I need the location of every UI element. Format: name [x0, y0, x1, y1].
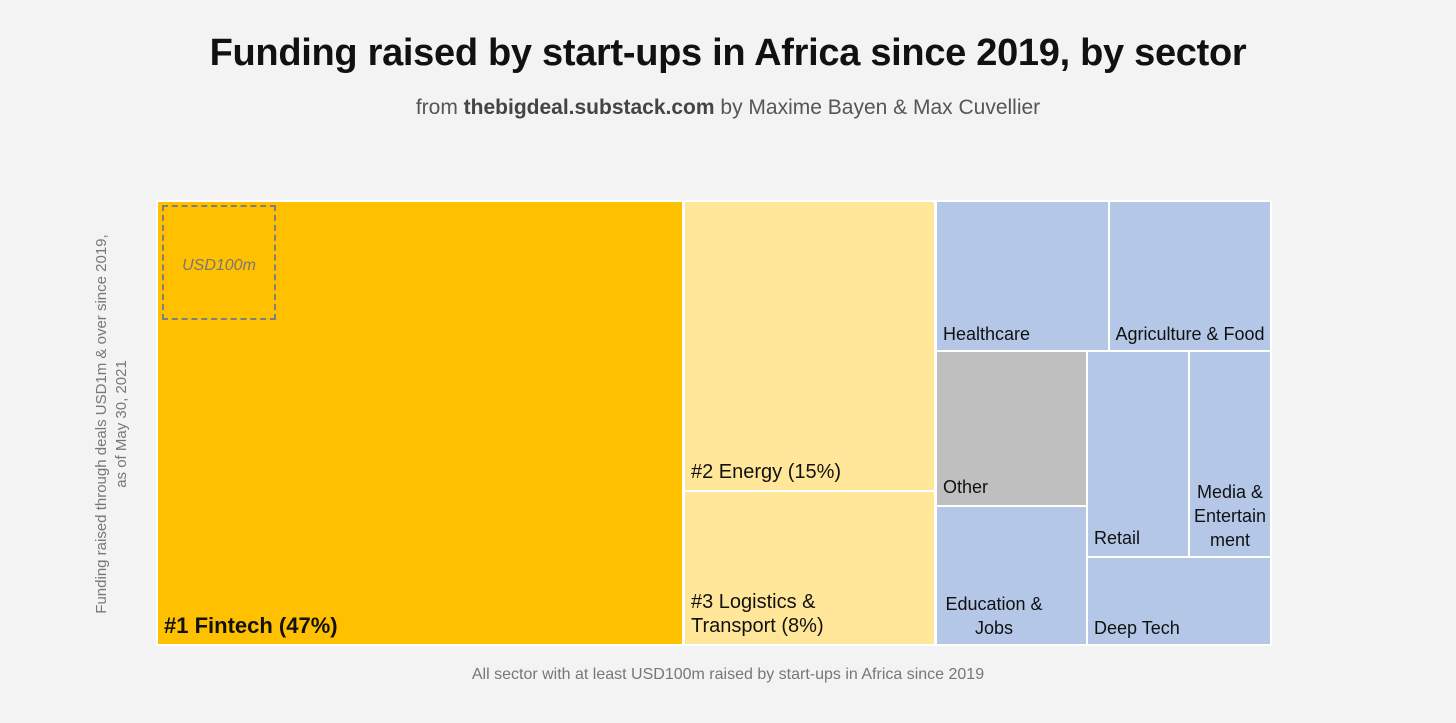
tile-healthcare: Healthcare [935, 200, 1110, 352]
y-axis-label: Funding raised through deals USD1m & ove… [93, 234, 130, 614]
tile-agriculture-food: Agriculture & Food [1108, 200, 1272, 352]
tile-label: Media & Entertainment [1193, 482, 1267, 550]
tile-logistics-transport: #3 Logistics & Transport (8%) [683, 490, 936, 646]
tile-label: #3 Logistics & Transport (8%) [691, 591, 824, 637]
tile-retail: Retail [1086, 350, 1190, 558]
tile-label: Other [943, 477, 989, 497]
tile-energy: #2 Energy (15%) [683, 200, 936, 492]
tile-label: Retail [1094, 528, 1141, 548]
tile-media-entertainment: Media & Entertainment [1188, 350, 1272, 558]
tile-label: Healthcare [943, 324, 1031, 344]
chart-footnote: All sector with at least USD100m raised … [471, 666, 985, 683]
subtitle-prefix: from [415, 96, 464, 119]
chart-title: Funding raised by start-ups in Africa si… [209, 32, 1247, 74]
tile-label: #1 Fintech (47%) [164, 613, 338, 638]
tile-education-jobs: Education & Jobs [935, 505, 1088, 646]
tile-other: Other [935, 350, 1088, 507]
tile-label: #2 Energy (15%) [691, 461, 842, 483]
subtitle-authors: by Maxime Bayen & Max Cuvellier [714, 96, 1041, 119]
tile-label: Agriculture & Food [1115, 324, 1265, 344]
tile-label: Education & Jobs [945, 594, 1043, 638]
scale-reference-label: USD100m [182, 257, 256, 274]
tile-label: Deep Tech [1094, 618, 1180, 638]
tile-fintech: #1 Fintech (47%) [156, 200, 684, 646]
tile-deep-tech: Deep Tech [1086, 556, 1272, 646]
treemap: #1 Fintech (47%) #2 Energy (15%) #3 Logist… [156, 200, 1272, 646]
subtitle-source: thebigdeal.substack.com [463, 96, 715, 119]
scale-reference-box: USD100m [162, 205, 276, 320]
chart-subtitle: from thebigdeal.substack.com by Maxime B… [0, 96, 1456, 120]
